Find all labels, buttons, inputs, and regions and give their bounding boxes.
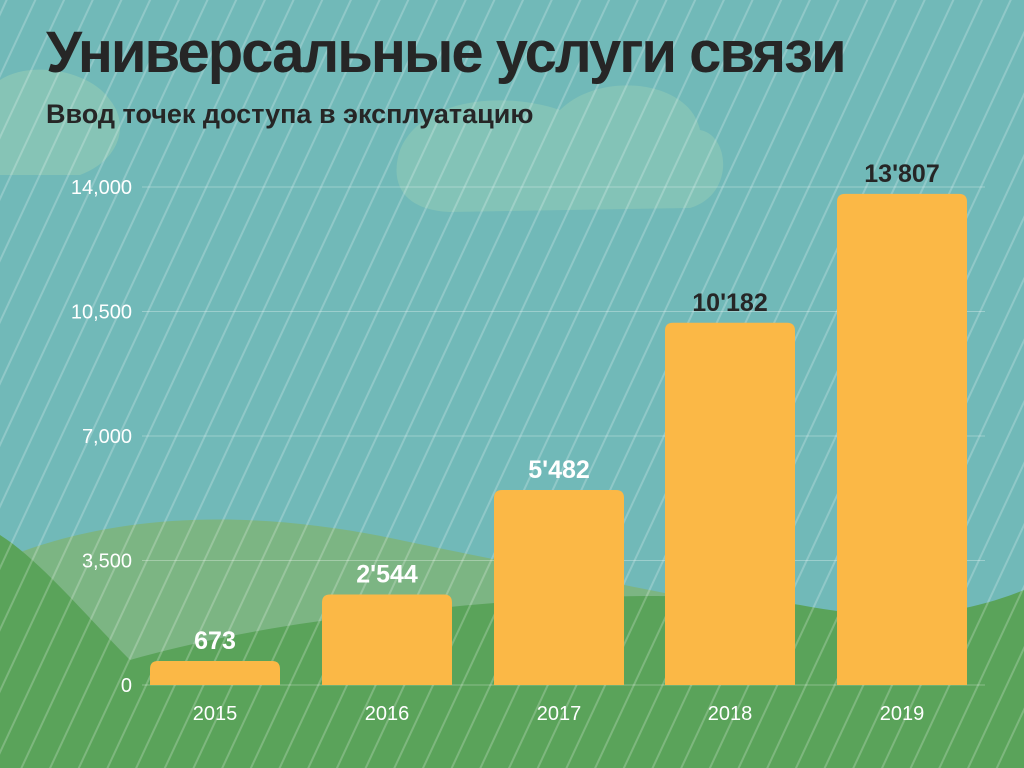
value-label-2015: 673 <box>194 627 236 655</box>
chart-title: Универсальные услуги связи <box>46 20 845 85</box>
x-axis-ticks: 2015 2016 2017 2018 2019 <box>193 703 925 725</box>
y-tick-label: 3,500 <box>82 551 132 573</box>
bar-2015 <box>150 661 280 685</box>
y-axis-ticks: 0 3,500 7,000 10,500 14,000 <box>71 177 132 697</box>
value-label-2019: 13'807 <box>864 160 939 188</box>
x-tick-label: 2019 <box>880 703 925 725</box>
bar-2017 <box>494 489 624 685</box>
bar-2018 <box>665 322 795 685</box>
y-tick-label: 7,000 <box>82 426 132 448</box>
x-tick-label: 2017 <box>537 703 582 725</box>
x-tick-label: 2016 <box>365 703 410 725</box>
bar-2019 <box>837 193 967 685</box>
value-label-2016: 2'544 <box>356 561 418 589</box>
x-tick-label: 2018 <box>708 703 753 725</box>
bar-2016 <box>322 594 452 685</box>
x-tick-label: 2015 <box>193 703 238 725</box>
y-tick-label: 0 <box>121 675 132 697</box>
y-tick-label: 14,000 <box>71 177 132 199</box>
chart-subtitle: Ввод точек доступа в эксплуатацию <box>46 99 533 129</box>
bars <box>150 193 967 685</box>
value-labels: 673 2'544 5'482 10'182 13'807 <box>194 160 940 655</box>
y-tick-label: 10,500 <box>71 302 132 324</box>
value-label-2017: 5'482 <box>528 456 590 484</box>
value-label-2018: 10'182 <box>692 289 767 317</box>
